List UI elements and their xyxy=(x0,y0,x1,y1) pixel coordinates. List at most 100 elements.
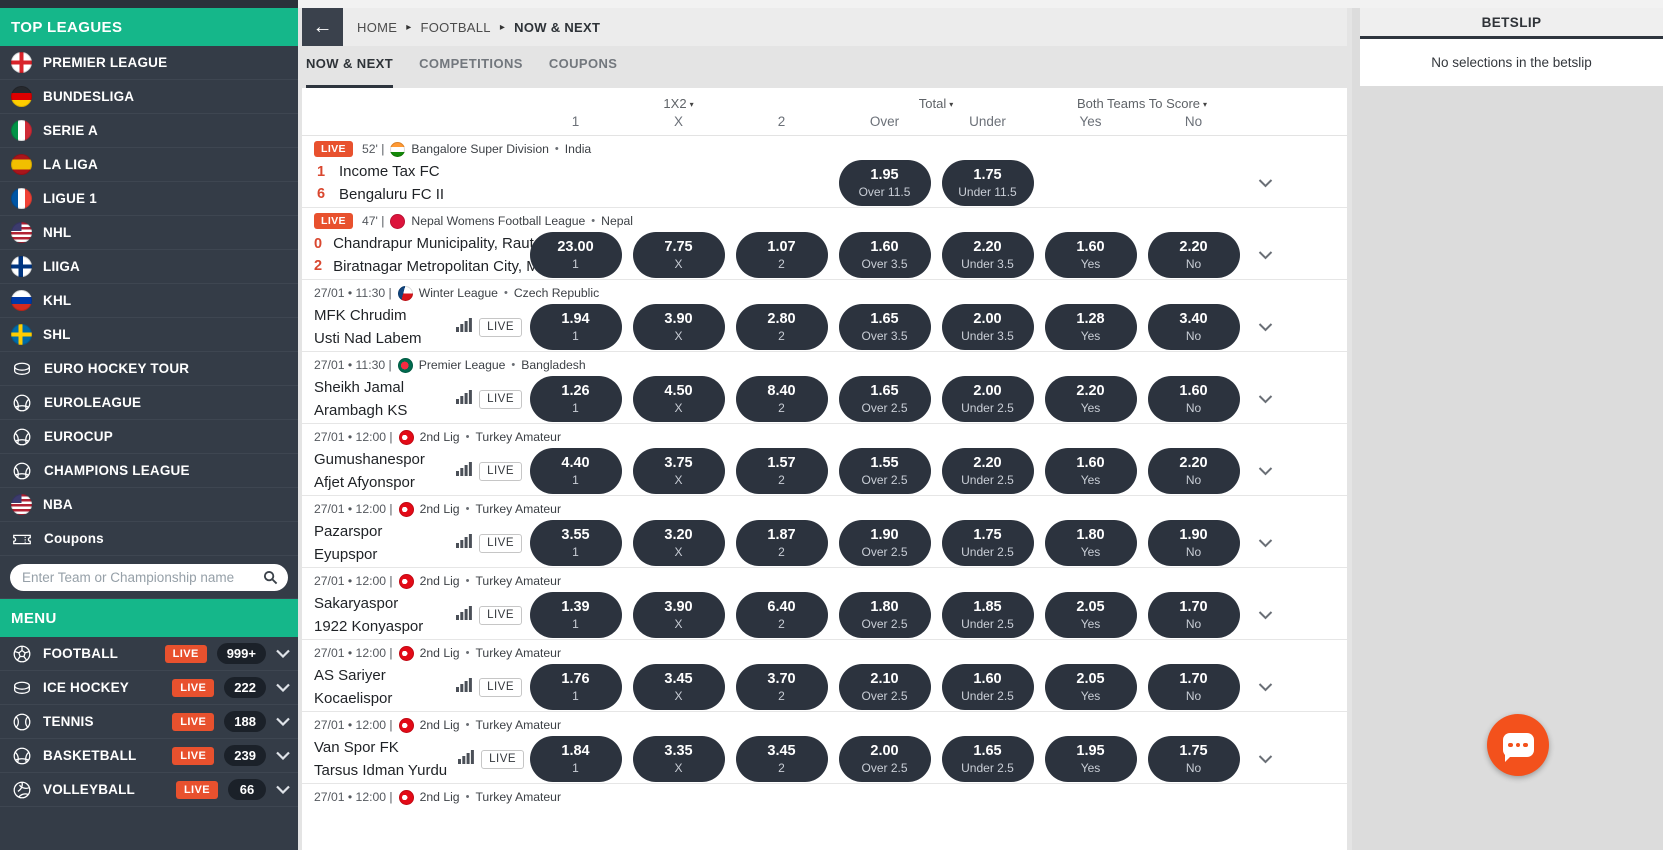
league-name[interactable]: Nepal Womens Football League xyxy=(411,214,586,228)
odds-button[interactable]: 2.20 Under 3.5 xyxy=(941,232,1034,278)
odds-button[interactable]: 1.94 1 xyxy=(529,304,622,350)
odds-button[interactable]: 2.00 Under 3.5 xyxy=(941,304,1034,350)
chevron-down-icon[interactable] xyxy=(276,748,290,763)
odds-button[interactable]: 1.65 Under 2.5 xyxy=(941,736,1034,782)
stats-icon[interactable] xyxy=(456,461,472,481)
stats-icon[interactable] xyxy=(456,317,472,337)
expand-row-chevron-icon[interactable] xyxy=(1245,250,1285,260)
odds-button[interactable]: 2.20 No xyxy=(1147,448,1240,494)
breadcrumb-item[interactable]: NOW & NEXT xyxy=(514,19,601,35)
odds-button[interactable]: 8.40 2 xyxy=(735,376,828,422)
odds-button[interactable]: 2.80 2 xyxy=(735,304,828,350)
odds-button[interactable]: 3.90 X xyxy=(632,592,725,638)
odds-button[interactable]: 1.07 2 xyxy=(735,232,828,278)
match-info-cell[interactable]: Gumushanespor Afjet Afyonspor LIVE xyxy=(302,447,524,495)
odds-button[interactable]: 1.65 Over 3.5 xyxy=(838,304,931,350)
odds-button[interactable]: 1.80 Over 2.5 xyxy=(838,592,931,638)
stats-icon[interactable] xyxy=(456,389,472,409)
expand-row-chevron-icon[interactable] xyxy=(1245,538,1285,548)
menu-item-volleyball[interactable]: VOLLEYBALL LIVE 66 xyxy=(0,773,298,807)
sidebar-item-euro-hockey-tour[interactable]: EURO HOCKEY TOUR xyxy=(0,352,298,386)
sidebar-item-liiga[interactable]: LIIGA xyxy=(0,250,298,284)
breadcrumb-item[interactable]: HOME xyxy=(357,19,398,35)
expand-row-chevron-icon[interactable] xyxy=(1245,394,1285,404)
league-name[interactable]: 2nd Lig xyxy=(419,502,460,516)
odds-button[interactable]: 1.80 Yes xyxy=(1044,520,1137,566)
odds-button[interactable]: 1.75 Under 11.5 xyxy=(941,160,1034,206)
sidebar-item-euroleague[interactable]: EUROLEAGUE xyxy=(0,386,298,420)
menu-item-tennis[interactable]: TENNIS LIVE 188 xyxy=(0,705,298,739)
match-info-cell[interactable]: Sakaryaspor 1922 Konyaspor LIVE xyxy=(302,591,524,639)
chevron-down-icon[interactable] xyxy=(276,714,290,729)
odds-button[interactable]: 4.50 X xyxy=(632,376,725,422)
odds-button[interactable]: 6.40 2 xyxy=(735,592,828,638)
odds-button[interactable]: 1.39 1 xyxy=(529,592,622,638)
tab-coupons[interactable]: COUPONS xyxy=(548,56,618,71)
chevron-down-icon[interactable] xyxy=(276,680,290,695)
odds-button[interactable]: 3.45 2 xyxy=(735,736,828,782)
menu-item-ice-hockey[interactable]: ICE HOCKEY LIVE 222 xyxy=(0,671,298,705)
market-group-1x2[interactable]: 1X2 ▾ xyxy=(663,96,694,111)
match-info-cell[interactable]: Sheikh Jamal Arambagh KS LIVE xyxy=(302,375,524,423)
odds-button[interactable]: 3.90 X xyxy=(632,304,725,350)
odds-button[interactable]: 1.55 Over 2.5 xyxy=(838,448,931,494)
sidebar-item-coupons[interactable]: Coupons xyxy=(0,522,298,556)
expand-row-chevron-icon[interactable] xyxy=(1245,610,1285,620)
odds-button[interactable]: 1.85 Under 2.5 xyxy=(941,592,1034,638)
chevron-down-icon[interactable] xyxy=(276,646,290,661)
stats-icon[interactable] xyxy=(456,677,472,697)
odds-button[interactable]: 1.70 No xyxy=(1147,664,1240,710)
market-group-btts[interactable]: Both Teams To Score ▾ xyxy=(1076,96,1208,111)
stats-icon[interactable] xyxy=(458,749,475,769)
odds-button[interactable]: 2.20 Under 2.5 xyxy=(941,448,1034,494)
odds-button[interactable]: 2.05 Yes xyxy=(1044,664,1137,710)
odds-button[interactable]: 3.35 X xyxy=(632,736,725,782)
odds-button[interactable]: 23.00 1 xyxy=(529,232,622,278)
search-input[interactable] xyxy=(10,564,288,591)
stats-icon[interactable] xyxy=(456,533,472,553)
tab-competitions[interactable]: COMPETITIONS xyxy=(419,56,523,71)
league-name[interactable]: 2nd Lig xyxy=(419,646,460,660)
odds-button[interactable]: 3.55 1 xyxy=(529,520,622,566)
league-name[interactable]: 2nd Lig xyxy=(419,574,460,588)
stats-icon[interactable] xyxy=(456,605,472,625)
match-info-cell[interactable]: 1 6 Income Tax FC Bengaluru FC II xyxy=(302,159,524,207)
odds-button[interactable]: 1.57 2 xyxy=(735,448,828,494)
expand-row-chevron-icon[interactable] xyxy=(1245,682,1285,692)
menu-item-basketball[interactable]: BASKETBALL LIVE 239 xyxy=(0,739,298,773)
sidebar-item-bundesliga[interactable]: BUNDESLIGA xyxy=(0,80,298,114)
odds-button[interactable]: 1.76 1 xyxy=(529,664,622,710)
tab-now-next[interactable]: NOW & NEXT xyxy=(306,56,394,88)
sidebar-item-champions-league[interactable]: CHAMPIONS LEAGUE xyxy=(0,454,298,488)
odds-button[interactable]: 1.87 2 xyxy=(735,520,828,566)
expand-row-chevron-icon[interactable] xyxy=(1245,178,1285,188)
match-info-cell[interactable]: Pazarspor Eyupspor LIVE xyxy=(302,519,524,567)
match-info-cell[interactable]: Van Spor FK Tarsus Idman Yurdu LIVE xyxy=(302,735,525,783)
odds-button[interactable]: 2.20 No xyxy=(1147,232,1240,278)
odds-button[interactable]: 3.75 X xyxy=(632,448,725,494)
back-button[interactable]: ← xyxy=(302,8,343,46)
odds-button[interactable]: 1.60 Yes xyxy=(1044,232,1137,278)
odds-button[interactable]: 1.60 No xyxy=(1147,376,1240,422)
league-name[interactable]: 2nd Lig xyxy=(419,718,460,732)
expand-row-chevron-icon[interactable] xyxy=(1245,322,1285,332)
league-name[interactable]: Premier League xyxy=(418,358,506,372)
odds-button[interactable]: 3.70 2 xyxy=(735,664,828,710)
odds-button[interactable]: 2.10 Over 2.5 xyxy=(838,664,931,710)
odds-button[interactable]: 1.95 Yes xyxy=(1044,736,1137,782)
league-name[interactable]: 2nd Lig xyxy=(419,790,460,804)
sidebar-item-khl[interactable]: KHL xyxy=(0,284,298,318)
sidebar-item-ligue-1[interactable]: LIGUE 1 xyxy=(0,182,298,216)
menu-item-football[interactable]: FOOTBALL LIVE 999+ xyxy=(0,637,298,671)
sidebar-item-serie-a[interactable]: SERIE A xyxy=(0,114,298,148)
match-info-cell[interactable]: 0 2 Chandrapur Municipality, Rauta... Birat… xyxy=(302,231,555,279)
sidebar-item-nba[interactable]: NBA xyxy=(0,488,298,522)
odds-button[interactable]: 7.75 X xyxy=(632,232,725,278)
match-info-cell[interactable]: AS Sariyer Kocaelispor LIVE xyxy=(302,663,524,711)
odds-button[interactable]: 4.40 1 xyxy=(529,448,622,494)
odds-button[interactable]: 2.20 Yes xyxy=(1044,376,1137,422)
sidebar-item-premier-league[interactable]: PREMIER LEAGUE xyxy=(0,46,298,80)
odds-button[interactable]: 3.40 No xyxy=(1147,304,1240,350)
odds-button[interactable]: 1.84 1 xyxy=(529,736,622,782)
odds-button[interactable]: 1.70 No xyxy=(1147,592,1240,638)
